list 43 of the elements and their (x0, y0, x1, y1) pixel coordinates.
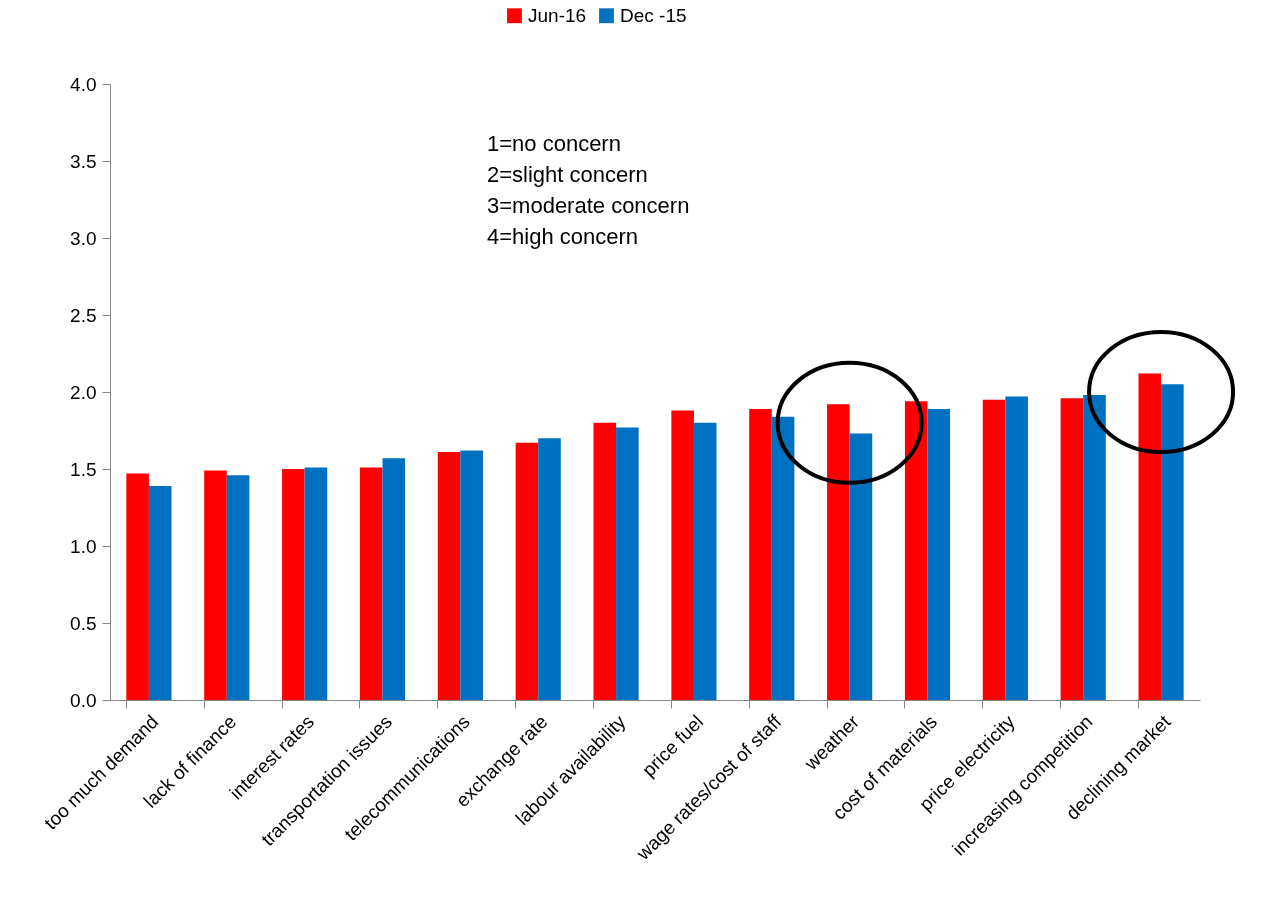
bar (827, 404, 850, 700)
annotation: 3=moderate concern (487, 193, 690, 218)
bar (593, 422, 617, 700)
bar (693, 422, 717, 700)
legend-label: Dec -15 (620, 4, 687, 26)
annotation: 2=slight concern (487, 162, 648, 187)
bar (515, 442, 539, 700)
bar (1161, 384, 1184, 700)
bar (304, 467, 328, 700)
y-tick-label: 4.0 (70, 73, 97, 95)
bar (1138, 373, 1162, 700)
bar (226, 475, 250, 700)
bar (749, 408, 772, 700)
bar (359, 467, 383, 700)
bar (1083, 395, 1106, 700)
y-tick-label: 2.5 (70, 304, 97, 326)
bar (460, 450, 483, 700)
annotation: 4=high concern (487, 224, 639, 249)
bar (616, 427, 639, 700)
y-tick-label: 2.0 (70, 381, 97, 403)
bar (204, 470, 227, 700)
legend-label: Jun-16 (528, 4, 587, 26)
bar (771, 416, 795, 700)
bar (382, 458, 406, 700)
bar (126, 473, 149, 700)
y-tick-label: 3.0 (70, 227, 97, 249)
bar (538, 438, 561, 700)
bar (849, 433, 873, 700)
y-tick-label: 1.0 (70, 535, 97, 557)
y-tick-label: 0.5 (70, 612, 97, 634)
bar (282, 469, 305, 700)
bar (927, 408, 951, 700)
y-tick-label: 3.5 (70, 150, 97, 172)
bar (148, 485, 172, 700)
bar (1005, 396, 1028, 700)
y-tick-label: 0.0 (70, 689, 97, 711)
bar (437, 452, 461, 700)
bar (671, 410, 694, 700)
bar (982, 399, 1006, 700)
y-tick-label: 1.5 (70, 458, 97, 480)
annotation: 1=no concern (487, 131, 621, 156)
bar (904, 401, 928, 700)
bar (1060, 398, 1084, 700)
